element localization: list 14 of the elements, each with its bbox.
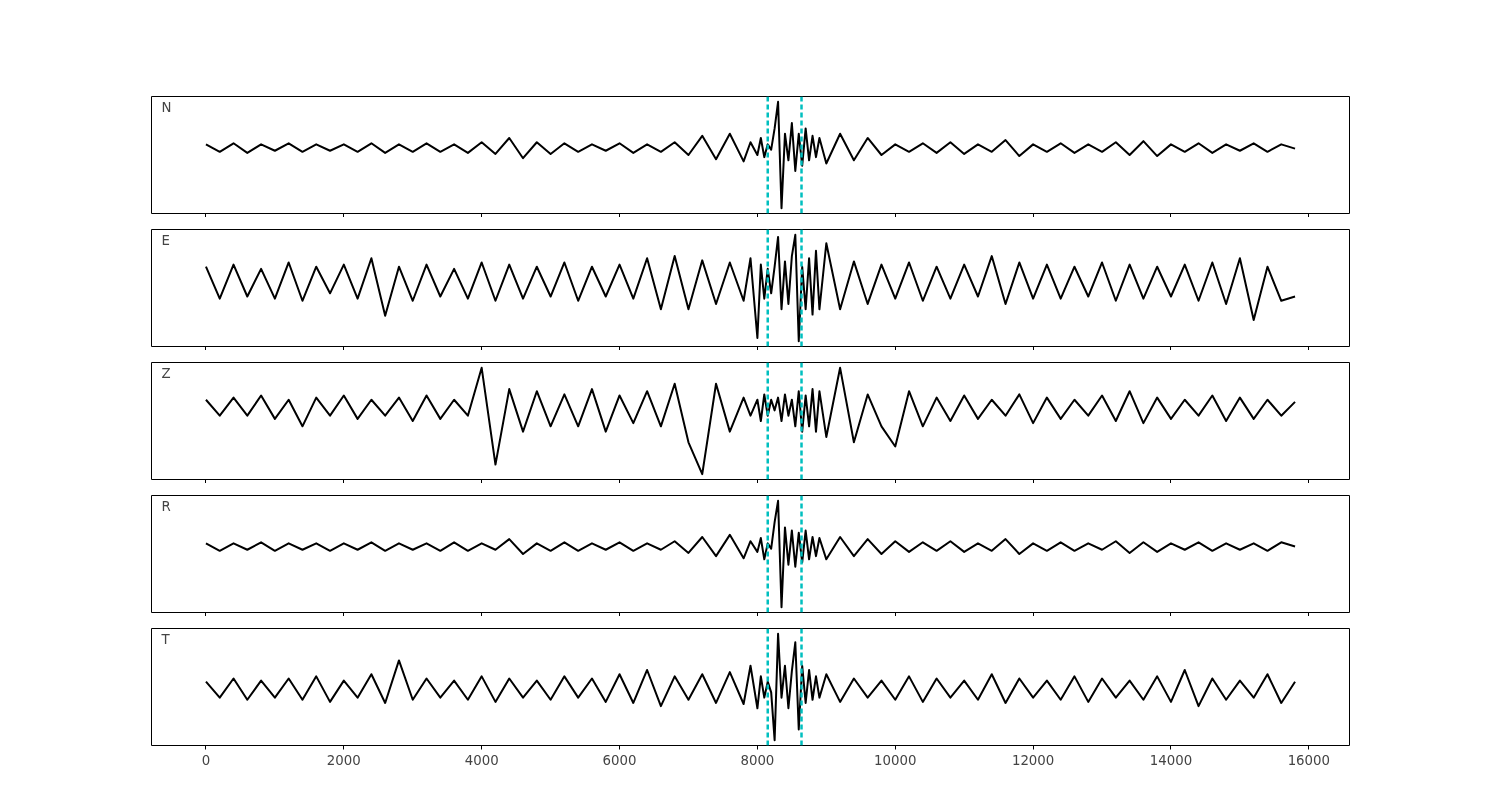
x-tick-label: 0: [201, 752, 211, 768]
chart-title: T: [160, 631, 171, 647]
x-tick-label: 10000: [874, 752, 917, 768]
x-tick-label: 14000: [1149, 752, 1193, 768]
x-tick-label: 12000: [1011, 752, 1055, 768]
chart-title: Z: [161, 365, 171, 381]
x-tick-label: 16000: [1287, 752, 1331, 768]
chart-title: R: [161, 498, 171, 514]
x-tick-label: 4000: [464, 752, 499, 768]
x-tick-label: 2000: [326, 752, 361, 768]
x-tick-label: 6000: [602, 752, 637, 768]
chart-title: N: [161, 99, 172, 115]
chart-title: E: [161, 232, 170, 248]
x-tick-label: 8000: [740, 752, 775, 768]
